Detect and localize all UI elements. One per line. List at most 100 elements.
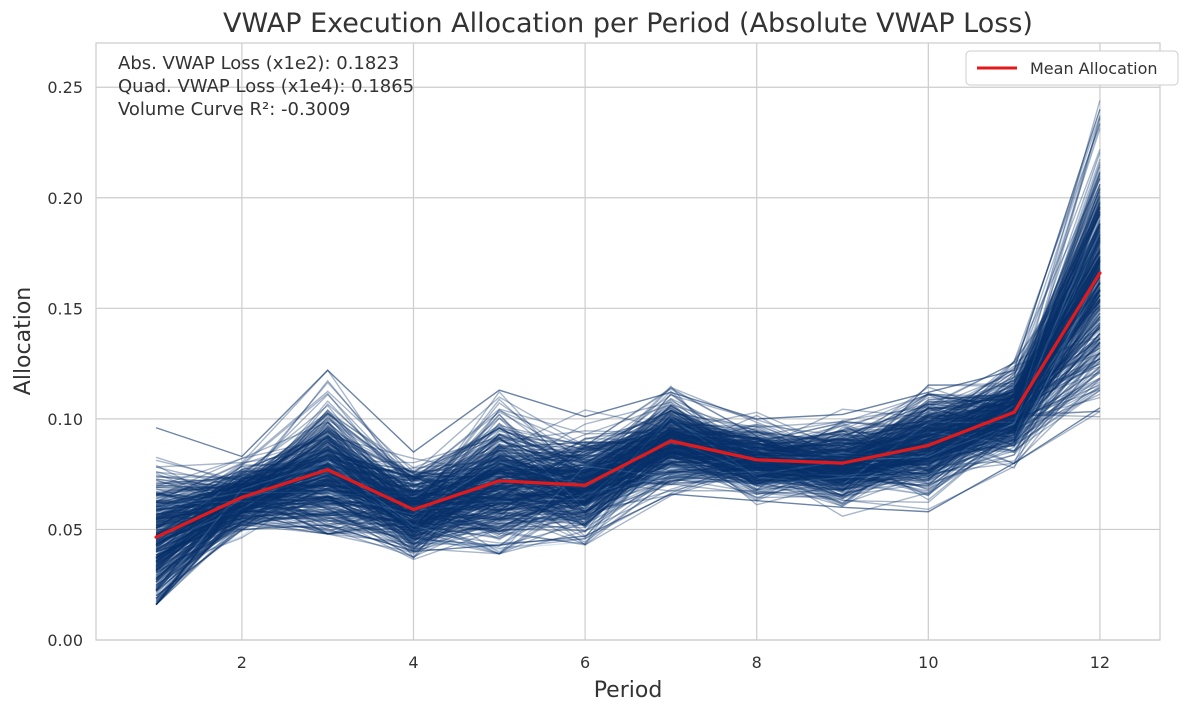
mean-allocation-point — [240, 495, 244, 499]
simulated-allocation-line — [155, 236, 1101, 560]
simulated-allocation-line — [155, 152, 1101, 530]
simulated-allocation-line — [155, 256, 1101, 539]
quad-vwap-loss-text: Quad. VWAP Loss (x1e4): 0.1865 — [118, 76, 414, 97]
simulated-allocation-line — [155, 283, 1101, 545]
simulated-allocation-line — [155, 261, 1101, 510]
simulated-allocation-line — [155, 310, 1101, 538]
simulated-allocation-line — [155, 214, 1101, 543]
simulated-allocation-line — [155, 222, 1101, 578]
simulated-allocation-line — [155, 128, 1101, 553]
simulated-allocation-line — [155, 233, 1101, 512]
simulated-allocation-line — [155, 269, 1101, 546]
simulated-allocation-line — [155, 333, 1101, 583]
x-tick-label: 4 — [408, 653, 418, 672]
simulated-allocation-line — [155, 260, 1101, 541]
simulated-allocation-line — [155, 214, 1101, 562]
simulated-allocation-line — [156, 332, 1101, 527]
simulated-allocation-line — [155, 158, 1101, 506]
simulated-allocation-line — [155, 308, 1101, 529]
y-tick-label: 0.05 — [47, 520, 83, 539]
mean-allocation-point — [326, 468, 330, 472]
simulated-allocation-line — [155, 166, 1101, 538]
simulated-allocation-line — [155, 265, 1101, 581]
simulated-allocation-line — [155, 206, 1101, 551]
simulated-allocation-line — [155, 289, 1101, 563]
simulated-allocation-line — [155, 369, 1101, 560]
simulated-allocation-line — [155, 332, 1101, 582]
simulated-allocation-line — [155, 344, 1101, 568]
simulated-allocation-line — [155, 115, 1101, 503]
simulated-allocation-line — [155, 192, 1101, 536]
simulated-allocation-line — [155, 300, 1101, 526]
simulated-allocation-line — [155, 234, 1101, 553]
simulated-allocation-line — [155, 324, 1101, 563]
simulated-allocation-line — [155, 286, 1101, 517]
x-tick-label: 6 — [580, 653, 590, 672]
simulated-allocation-line — [155, 316, 1101, 544]
simulated-min-envelope — [155, 407, 1101, 597]
simulated-allocation-line — [155, 272, 1101, 543]
y-gridlines — [96, 86, 1160, 641]
simulated-allocation-line — [155, 269, 1101, 532]
simulated-allocation-line — [155, 252, 1101, 527]
simulated-allocation-line — [155, 276, 1101, 537]
simulated-allocation-line — [155, 243, 1101, 523]
simulated-allocation-line — [155, 259, 1101, 550]
simulated-allocation-line — [155, 252, 1101, 514]
simulated-allocation-line — [155, 300, 1101, 565]
simulated-allocation-line — [155, 393, 1101, 579]
x-tick-label: 10 — [918, 653, 938, 672]
simulated-allocation-line — [155, 205, 1101, 514]
simulated-allocation-line — [155, 288, 1101, 558]
simulated-allocation-line — [155, 341, 1101, 602]
simulated-allocation-line — [155, 327, 1101, 520]
simulated-allocation-line — [156, 178, 1101, 486]
simulated-allocation-line — [155, 240, 1101, 520]
simulated-allocation-line — [155, 184, 1101, 606]
mean-allocation-point — [154, 535, 158, 539]
simulated-allocation-line — [156, 258, 1101, 506]
simulated-allocation-line — [155, 274, 1101, 546]
simulated-allocation-line — [155, 288, 1101, 544]
simulated-allocation-line — [155, 265, 1101, 553]
simulated-allocation-line — [155, 226, 1101, 512]
simulated-allocation-line — [155, 379, 1101, 559]
simulated-allocation-line — [155, 306, 1101, 541]
chart-title: VWAP Execution Allocation per Period (Ab… — [223, 8, 1033, 39]
simulated-allocation-line — [155, 371, 1101, 539]
simulated-allocation-line — [155, 238, 1101, 522]
simulated-allocation-line — [155, 208, 1101, 570]
simulated-allocation-line — [155, 256, 1101, 511]
legend-mean-allocation-label: Mean Allocation — [1030, 59, 1158, 78]
simulated-allocation-line — [155, 207, 1101, 522]
mean-allocation-point — [583, 483, 587, 487]
simulated-allocation-line — [155, 342, 1101, 519]
simulated-allocation-line — [155, 312, 1101, 592]
simulated-allocation-line — [155, 267, 1101, 566]
simulated-allocation-line — [155, 305, 1101, 567]
y-tick-label: 0.25 — [47, 78, 83, 97]
x-axis-title: Period — [594, 678, 663, 703]
simulated-allocation-line — [155, 289, 1101, 580]
mean-allocation-point — [926, 443, 930, 448]
simulated-allocation-line — [155, 342, 1101, 590]
simulated-allocation-line — [155, 116, 1101, 525]
simulated-allocation-line — [156, 347, 1101, 512]
simulated-allocation-line — [155, 270, 1101, 595]
simulated-allocation-line — [155, 235, 1101, 572]
simulated-allocation-line — [156, 257, 1101, 503]
simulated-allocation-line — [155, 316, 1101, 532]
y-tick-label: 0.15 — [47, 299, 83, 318]
simulated-allocation-line — [155, 357, 1101, 589]
simulated-allocation-line — [156, 298, 1101, 502]
simulated-allocation-line — [155, 251, 1101, 544]
simulated-allocation-line — [155, 291, 1101, 507]
simulated-allocation-line — [155, 346, 1101, 603]
x-tick-label: 8 — [752, 653, 762, 672]
simulated-allocation-line — [155, 336, 1101, 551]
simulated-allocation-line — [155, 239, 1101, 568]
simulated-allocation-line — [155, 177, 1101, 522]
simulated-allocation-line — [155, 200, 1101, 520]
simulated-allocation-line — [156, 248, 1101, 499]
simulated-allocation-line — [155, 196, 1101, 513]
